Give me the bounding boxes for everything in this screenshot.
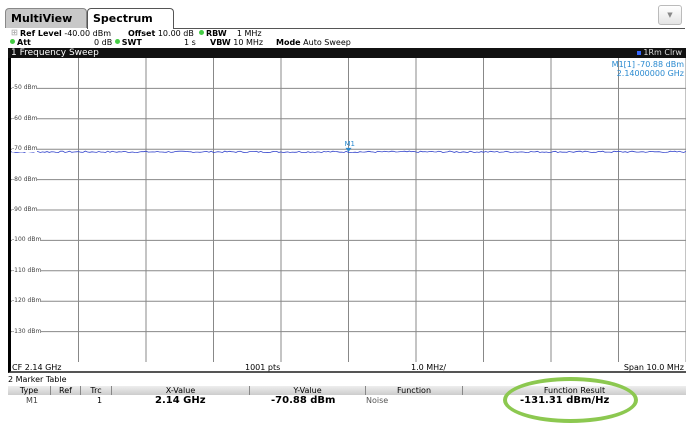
marker-readout-level: -70.88 dBm xyxy=(637,60,684,69)
tab-label: Spectrum xyxy=(93,12,153,25)
trace-info: 1Rm Clrw xyxy=(637,48,682,58)
tab-spectrum[interactable]: Spectrum xyxy=(87,8,174,29)
col-ref: Ref xyxy=(51,386,81,395)
y-tick-label: -50 dBm xyxy=(12,84,38,92)
y-tick-label: -80 dBm xyxy=(12,175,38,183)
marker-triangle xyxy=(345,147,352,152)
col-function: Function xyxy=(366,386,463,395)
grid-icon: ⊞ xyxy=(11,28,18,37)
marker-readout-freq: 2.14000000 GHz xyxy=(616,69,684,78)
divider xyxy=(174,28,685,29)
cell-y-value: -70.88 dBm xyxy=(271,395,336,406)
cell-x-value: 2.14 GHz xyxy=(155,395,206,406)
tab-multiview[interactable]: MultiView ⊞ xyxy=(5,8,87,37)
span-per-div: 1.0 MHz/ xyxy=(411,363,447,372)
dropdown-button[interactable]: ▼ xyxy=(658,5,682,25)
chevron-down-icon: ▼ xyxy=(667,11,673,19)
col-x-value: X-Value xyxy=(112,386,250,395)
col-trc: Trc xyxy=(81,386,112,395)
y-tick-label: -90 dBm xyxy=(12,206,38,213)
spectrum-plot[interactable]: M1 xyxy=(8,58,686,362)
y-tick-label: -110 dBm xyxy=(12,266,42,274)
center-frequency: CF 2.14 GHz xyxy=(12,363,62,372)
sweep-points: 1001 pts xyxy=(245,363,281,372)
att: Att xyxy=(10,38,31,47)
col-type: Type xyxy=(8,386,51,395)
offset: Offset 10.00 dB xyxy=(128,29,194,38)
vbw: VBW 10 MHz xyxy=(210,38,264,47)
cell-function: Noise xyxy=(366,396,389,405)
ref-level: Ref Level -40.00 dBm xyxy=(20,29,112,38)
y-tick-label: -130 dBm xyxy=(12,327,42,335)
window-title: 1 Frequency Sweep xyxy=(11,48,99,58)
span: Span 10.0 MHz xyxy=(623,363,684,372)
plot-footer: CF 2.14 GHz 1001 pts 1.0 MHz/ Span 10.0 … xyxy=(8,362,686,373)
y-tick-label: -70 dBm xyxy=(12,145,38,153)
cell-type: M1 xyxy=(26,396,38,405)
marker-readout-name: M1[1] xyxy=(611,60,635,69)
highlight-ellipse xyxy=(503,377,638,423)
window-title-bar: 1 Frequency Sweep 1Rm Clrw xyxy=(8,48,686,58)
y-tick-label: -60 dBm xyxy=(12,114,38,122)
mode: Mode Auto Sweep xyxy=(276,38,351,47)
y-tick-label: -120 dBm xyxy=(12,297,42,305)
att-value: 0 dB SWT xyxy=(94,38,142,47)
col-y-value: Y-Value xyxy=(250,386,366,395)
tab-label: MultiView xyxy=(11,12,73,25)
cell-trc: 1 xyxy=(97,396,103,405)
swt-value: 1 s xyxy=(184,38,196,47)
marker-table-title: 2 Marker Table xyxy=(8,375,67,384)
trace-line xyxy=(11,150,686,154)
rbw: RBW 1 MHz xyxy=(199,29,262,38)
y-tick-label: -100 dBm xyxy=(12,236,42,244)
marker-label: M1 xyxy=(345,140,356,148)
